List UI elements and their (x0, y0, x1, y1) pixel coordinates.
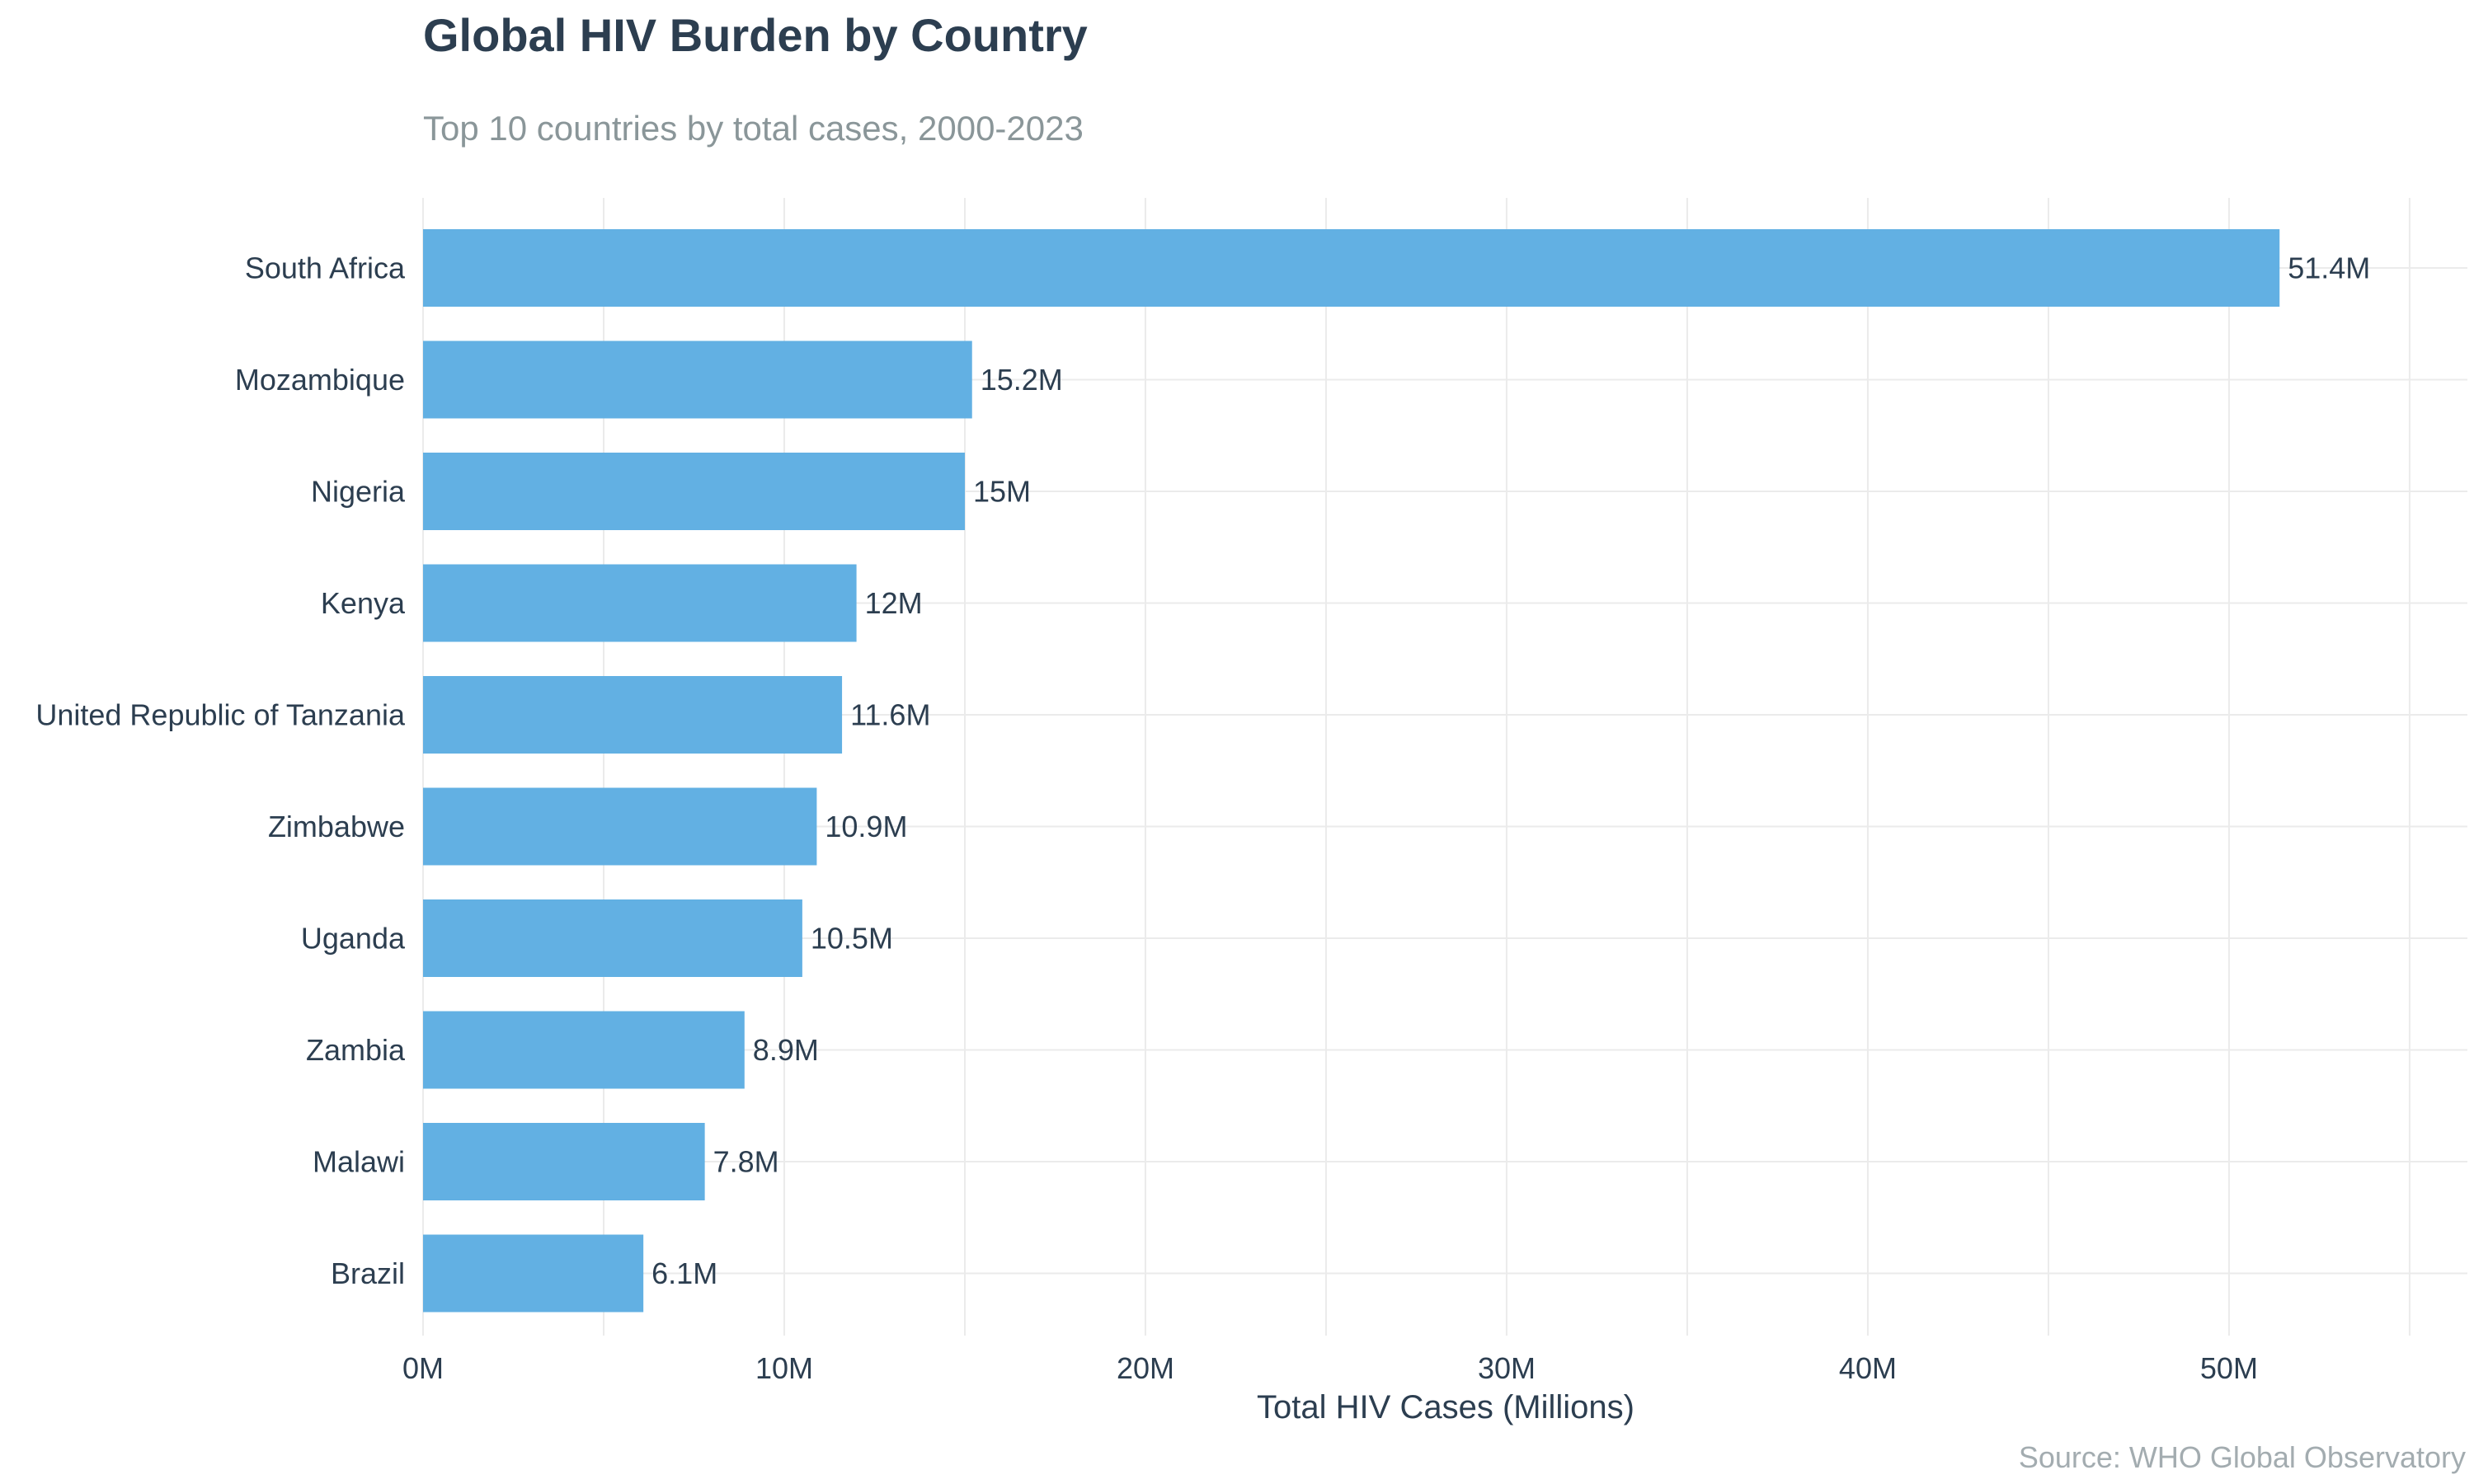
value-label: 12M (865, 586, 923, 620)
bar (423, 340, 972, 419)
value-label: 15.2M (981, 363, 1063, 397)
category-label: Nigeria (311, 475, 406, 509)
bar (423, 899, 802, 977)
category-label: Mozambique (235, 363, 405, 397)
value-label: 15M (973, 475, 1031, 509)
x-tick-label: 30M (1478, 1351, 1536, 1385)
x-tick-label: 20M (1117, 1351, 1174, 1385)
x-tick-label: 50M (2200, 1351, 2258, 1385)
bar (423, 229, 2280, 307)
category-label: United Republic of Tanzania (35, 698, 406, 732)
bar (423, 787, 817, 866)
value-label: 11.6M (850, 698, 930, 732)
bar (423, 564, 857, 642)
category-labels: South Africa Mozambique Nigeria Kenya United… (35, 251, 406, 1291)
x-axis-title: Total HIV Cases (Millions) (1257, 1389, 1634, 1425)
category-label: South Africa (245, 251, 406, 285)
category-label: Kenya (321, 586, 406, 620)
category-label: Uganda (301, 922, 406, 956)
value-label: 10.9M (825, 810, 907, 843)
x-tick-label: 0M (402, 1351, 444, 1385)
x-tick-label: 10M (755, 1351, 813, 1385)
x-axis-ticks: 0M 10M 20M 30M 40M 50M (402, 1351, 2258, 1385)
bar (423, 1123, 705, 1200)
chart-title: Global HIV Burden by Country (423, 9, 1088, 61)
category-label: Brazil (331, 1256, 405, 1290)
source-caption: Source: WHO Global Observatory (2019, 1440, 2466, 1474)
bar (423, 1011, 745, 1089)
bar (423, 453, 965, 530)
value-label: 6.1M (651, 1256, 717, 1290)
value-label: 51.4M (2288, 251, 2370, 285)
value-label: 8.9M (753, 1033, 819, 1067)
category-label: Zambia (306, 1033, 406, 1067)
category-label: Malawi (313, 1145, 405, 1179)
value-label: 7.8M (713, 1145, 779, 1179)
value-label: 10.5M (811, 922, 893, 956)
value-labels: 51.4M 15.2M 15M 12M 11.6M 10.9M 10.5M 8.9M 7.8M 6… (651, 251, 2370, 1291)
bar (423, 1234, 644, 1313)
bar (423, 676, 843, 754)
bar-series (423, 229, 2280, 1313)
category-label: Zimbabwe (268, 810, 405, 843)
x-tick-label: 40M (1839, 1351, 1897, 1385)
chart-subtitle: Top 10 countries by total cases, 2000-20… (423, 109, 1084, 148)
